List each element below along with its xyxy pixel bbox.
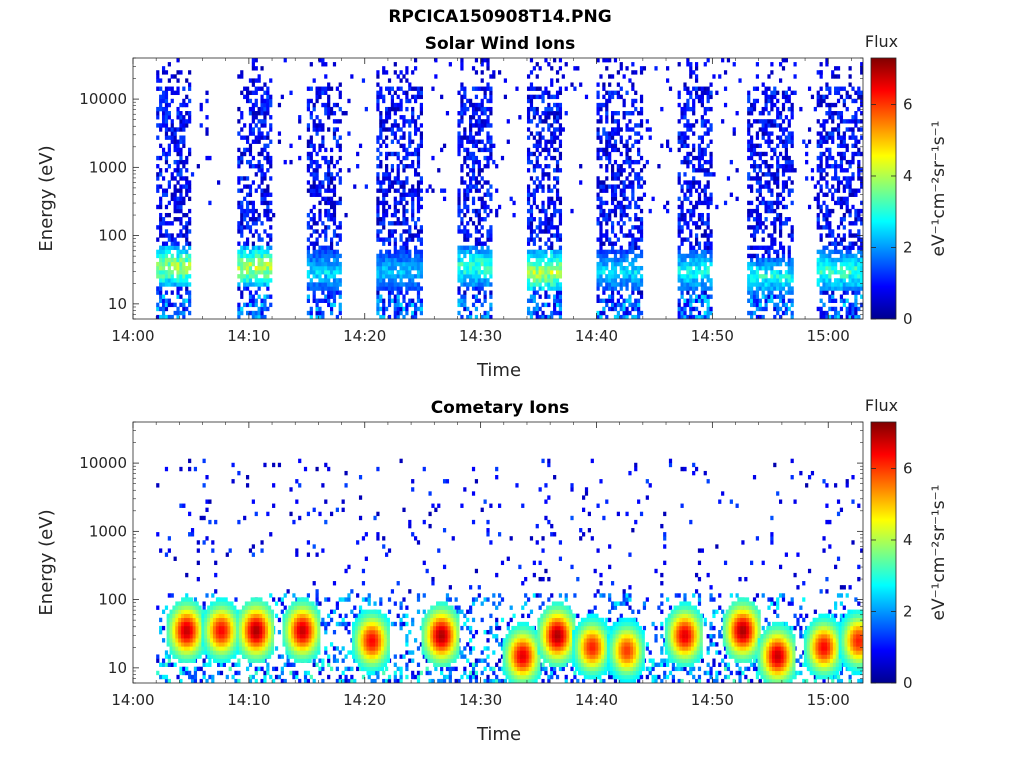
colorbar-tick-label: 4 <box>903 167 913 185</box>
colorbar-tick-label: 0 <box>903 674 913 692</box>
x-axis-label: Time <box>476 724 521 745</box>
x-tick-label: 14:50 <box>691 327 734 345</box>
colorbar-tick-label: 4 <box>903 531 913 549</box>
y-tick-label: 10000 <box>79 454 127 472</box>
y-axis-label: Energy (eV) <box>36 145 57 251</box>
figure-title: RPCICA150908T14.PNG <box>388 7 612 27</box>
y-tick-label: 1000 <box>89 522 127 540</box>
y-tick-label: 100 <box>98 591 127 609</box>
x-tick-label: 14:40 <box>575 327 618 345</box>
colorbar-tick-label: 2 <box>903 238 913 256</box>
cometary-panel: Cometary Ions 14:00 14:10 14:20 14:30 14:40 14… <box>36 396 949 745</box>
panel-title: Solar Wind Ions <box>425 34 576 54</box>
y-tick-label: 10 <box>108 659 127 677</box>
x-tick-label: 15:00 <box>807 691 850 709</box>
y-tick-label: 10000 <box>79 90 127 108</box>
y-tick-label: 100 <box>98 227 127 245</box>
spectrogram-cells <box>156 58 863 319</box>
colorbar-tick-label: 6 <box>903 95 913 113</box>
x-tick-label: 14:30 <box>459 327 502 345</box>
y-axis-label: Energy (eV) <box>36 509 57 615</box>
x-tick-label: 14:00 <box>111 327 154 345</box>
colorbar: Flux 0 2 4 6 eV⁻¹cm⁻²sr⁻¹s⁻¹ <box>865 396 949 692</box>
colorbar-title: Flux <box>865 396 898 415</box>
colorbar-tick-label: 6 <box>903 459 913 477</box>
colorbar-label: eV⁻¹cm⁻²sr⁻¹s⁻¹ <box>929 485 949 621</box>
x-axis-label: Time <box>476 360 521 381</box>
x-tick-label: 14:20 <box>343 691 386 709</box>
x-tick-label: 14:10 <box>227 327 270 345</box>
x-tick-label: 14:40 <box>575 691 618 709</box>
panel-title: Cometary Ions <box>431 398 570 418</box>
x-tick-label: 14:00 <box>111 691 154 709</box>
x-tick-label: 15:00 <box>807 327 850 345</box>
x-tick-label: 14:30 <box>459 691 502 709</box>
y-tick-label: 1000 <box>89 158 127 176</box>
x-tick-label: 14:10 <box>227 691 270 709</box>
colorbar-tick-label: 0 <box>903 310 913 328</box>
colorbar-tick-label: 2 <box>903 602 913 620</box>
colorbar-title: Flux <box>865 32 898 51</box>
x-tick-label: 14:50 <box>691 691 734 709</box>
solar-wind-panel: Solar Wind Ions 14:00 14:10 14:20 14:30 14:40… <box>36 32 949 381</box>
colorbar: Flux 0 2 4 6 eV⁻¹cm⁻²sr⁻¹s⁻¹ <box>865 32 949 328</box>
x-tick-label: 14:20 <box>343 327 386 345</box>
colorbar-label: eV⁻¹cm⁻²sr⁻¹s⁻¹ <box>929 121 949 257</box>
spectrogram-cells <box>156 458 863 683</box>
y-tick-label: 10 <box>108 295 127 313</box>
